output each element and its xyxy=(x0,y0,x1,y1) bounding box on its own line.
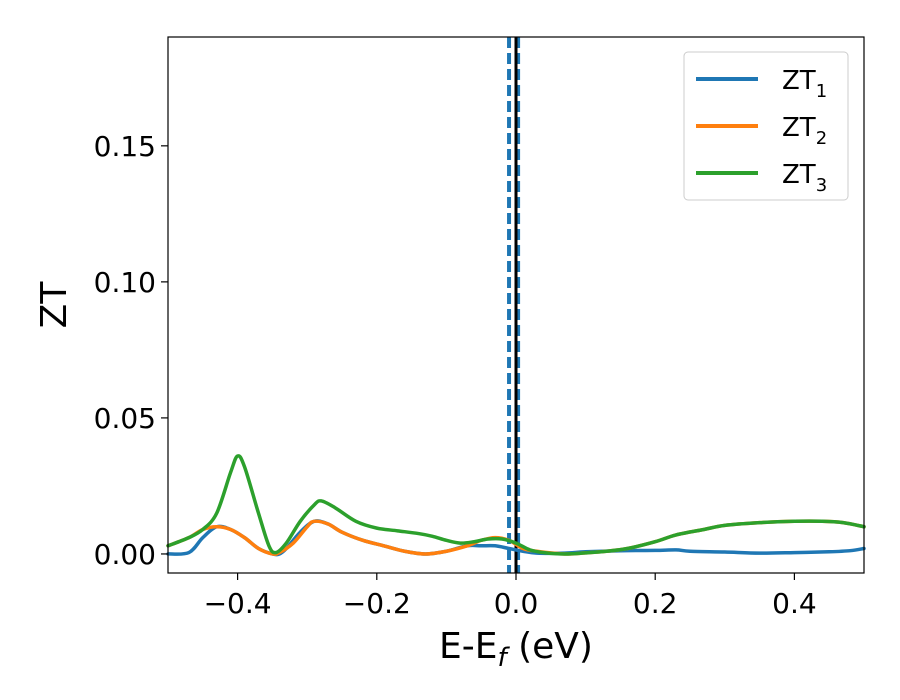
legend-box xyxy=(683,51,849,201)
legend-label: ZT3 xyxy=(782,160,827,196)
y-tick-label: 0.15 xyxy=(94,130,156,163)
y-tick-label: 0.10 xyxy=(94,266,156,299)
legend-label: ZT2 xyxy=(782,113,827,149)
x-tick-label: 0.4 xyxy=(772,587,817,620)
x-axis-label: E-Ef (eV) xyxy=(439,626,593,673)
series-lines xyxy=(166,454,866,557)
y-tick-label: 0.05 xyxy=(94,402,156,435)
x-tick-label: 0.2 xyxy=(633,587,678,620)
legend-label: ZT1 xyxy=(782,66,827,102)
legend-item-zt1: ZT1 xyxy=(696,66,827,102)
legend: ZT1 ZT2 ZT3 xyxy=(683,51,849,201)
x-axis-ticks: −0.4 −0.2 0.0 0.2 0.4 xyxy=(204,573,817,620)
legend-item-zt3: ZT3 xyxy=(696,160,827,196)
y-tick-label: 0.00 xyxy=(94,538,156,571)
x-tick-label: −0.2 xyxy=(343,587,411,620)
series-line-zt3 xyxy=(166,454,866,556)
x-tick-label: −0.4 xyxy=(204,587,272,620)
legend-item-zt2: ZT2 xyxy=(696,113,827,149)
x-tick-label: 0.0 xyxy=(494,587,539,620)
fermi-reference-lines xyxy=(507,37,521,573)
y-axis-label: ZT xyxy=(34,281,75,329)
y-axis-ticks: 0.00 0.05 0.10 0.15 xyxy=(94,130,168,571)
